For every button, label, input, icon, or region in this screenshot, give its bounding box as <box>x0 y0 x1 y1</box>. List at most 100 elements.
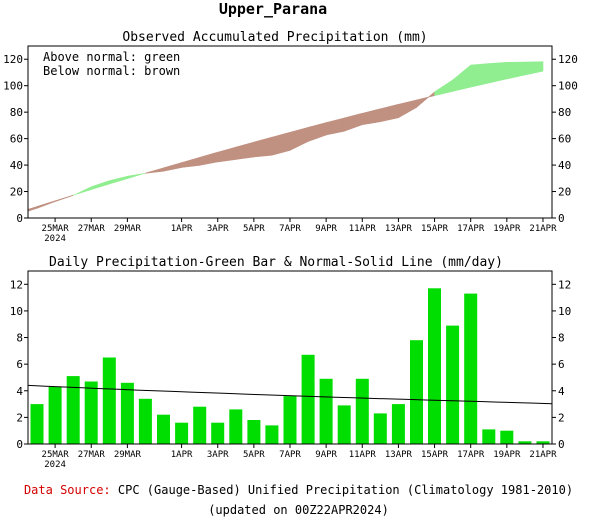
page-title: Upper_Parana <box>219 0 327 18</box>
source-text: CPC (Gauge-Based) Unified Precipitation … <box>117 483 574 497</box>
daily-y-axis: 0 0 2 2 4 4 6 6 8 8 10 10 12 12 <box>10 278 572 451</box>
x-tick-label: 15APR <box>421 450 449 460</box>
accum-segment-below <box>343 112 363 132</box>
daily-bar <box>66 376 80 444</box>
accum-segment-above <box>452 64 472 92</box>
accum-segment-above <box>127 172 146 180</box>
daily-bar <box>464 293 478 444</box>
accum-segment-above <box>470 63 490 88</box>
x-tick-label: 27MAR <box>78 450 106 460</box>
accum-segment-below <box>181 157 200 168</box>
accum-segment-above <box>506 61 526 80</box>
x-tick-label: 27MAR <box>78 224 106 234</box>
y-tick-label-right: 2 <box>558 411 565 424</box>
y-tick-label-left: 80 <box>10 106 23 119</box>
x-tick-label: 17APR <box>457 224 485 234</box>
x-tick-label: 19APR <box>493 450 521 460</box>
y-tick-label-right: 8 <box>558 332 565 345</box>
y-tick-label-left: 0 <box>16 438 23 451</box>
daily-bar <box>102 357 116 444</box>
daily-bar <box>84 381 98 444</box>
daily-bar <box>283 396 297 444</box>
daily-bar <box>138 398 152 444</box>
daily-bar <box>482 429 496 444</box>
daily-x-axis: 25MAR 27MAR 29MAR 1APR 3APR 5APR 7APR 9APR 11APR… <box>42 444 557 470</box>
source-label: Data Source: <box>23 483 111 497</box>
accum-y-axis: 0 0 20 20 40 40 60 60 80 80 100 100 120 120 <box>3 53 578 225</box>
x-tick-label: 9APR <box>315 450 337 460</box>
x-tick-label: 21APR <box>529 450 557 460</box>
accum-segment-above <box>488 61 508 84</box>
x-tick-label: 15APR <box>421 224 449 234</box>
daily-chart-title: Daily Precipitation-Green Bar & Normal-S… <box>49 255 503 270</box>
daily-bar <box>157 414 170 444</box>
daily-bar <box>373 413 387 444</box>
daily-bar <box>120 382 134 444</box>
x-tick-label: 3APR <box>207 224 229 234</box>
y-tick-label-left: 100 <box>3 80 23 93</box>
daily-bar <box>247 420 261 444</box>
daily-bar <box>446 325 460 444</box>
accum-segment-below <box>163 162 182 172</box>
accum-segment-below <box>27 206 38 212</box>
y-tick-label-left: 20 <box>10 186 23 199</box>
y-tick-label-right: 12 <box>558 278 571 291</box>
accum-segment-above <box>90 180 110 191</box>
daily-bar <box>175 422 189 444</box>
daily-normal-line <box>27 384 553 405</box>
x-tick-label: 9APR <box>315 224 337 234</box>
x-tick-label: 13APR <box>385 450 413 460</box>
accum-segment-below <box>145 167 164 174</box>
accum-difference-area <box>27 61 544 212</box>
accum-x-axis: 25MAR 27MAR 29MAR 1APR 3APR 5APR 7APR 9APR 11APR… <box>42 218 557 244</box>
accum-segment-below <box>398 99 417 119</box>
accum-segment-below <box>379 103 399 123</box>
accum-segment-below <box>271 131 291 156</box>
y-tick-label-right: 40 <box>558 159 571 172</box>
accum-segment-below <box>217 146 237 163</box>
accum-segment-above <box>109 175 128 185</box>
accum-legend-above: Above normal: green <box>43 50 180 64</box>
daily-bar <box>337 405 351 444</box>
x-tick-label: 5APR <box>243 450 265 460</box>
accum-segment-below <box>235 141 255 160</box>
y-tick-label-left: 0 <box>16 212 23 225</box>
x-tick-label: 3APR <box>207 450 229 460</box>
x-tick-label: 21APR <box>529 224 557 234</box>
daily-bar <box>229 409 243 444</box>
y-tick-label-right: 60 <box>558 133 571 146</box>
daily-bar <box>355 378 369 444</box>
accum-segment-below <box>199 151 218 166</box>
y-tick-label-left: 12 <box>10 278 23 291</box>
x-tick-label: 29MAR <box>114 224 142 234</box>
accum-segment-below <box>361 108 381 126</box>
y-tick-label-left: 10 <box>10 305 23 318</box>
y-tick-label-right: 10 <box>558 305 571 318</box>
x-tick-label: 19APR <box>493 224 521 234</box>
accum-chart-title: Observed Accumulated Precipitation (mm) <box>122 30 427 45</box>
x-tick-label: 1APR <box>171 450 193 460</box>
y-tick-label-right: 6 <box>558 358 565 371</box>
y-tick-label-left: 60 <box>10 133 23 146</box>
x-tick-label: 25MAR <box>42 450 70 460</box>
x-sub-label: 2024 <box>44 460 66 470</box>
daily-bar <box>30 404 44 444</box>
accum-segment-below <box>289 127 309 151</box>
daily-bar <box>319 378 333 444</box>
y-tick-label-right: 4 <box>558 385 565 398</box>
y-tick-label-left: 40 <box>10 159 23 172</box>
y-tick-label-left: 2 <box>16 411 23 424</box>
daily-bar <box>301 354 315 444</box>
x-sub-label: 2024 <box>44 234 66 244</box>
y-tick-label-right: 120 <box>558 53 578 66</box>
y-tick-label-left: 8 <box>16 332 23 345</box>
footer-source: Data Source: CPC (Gauge-Based) Unified P… <box>0 483 597 497</box>
accum-segment-below <box>253 136 273 158</box>
daily-bar <box>265 425 279 444</box>
x-tick-label: 29MAR <box>114 450 142 460</box>
y-tick-label-right: 100 <box>558 80 578 93</box>
footer-updated: (updated on 00Z22APR2024) <box>208 503 389 517</box>
accum-segment-above <box>434 79 453 96</box>
x-tick-label: 17APR <box>457 450 485 460</box>
accum-segment-below <box>54 194 74 203</box>
